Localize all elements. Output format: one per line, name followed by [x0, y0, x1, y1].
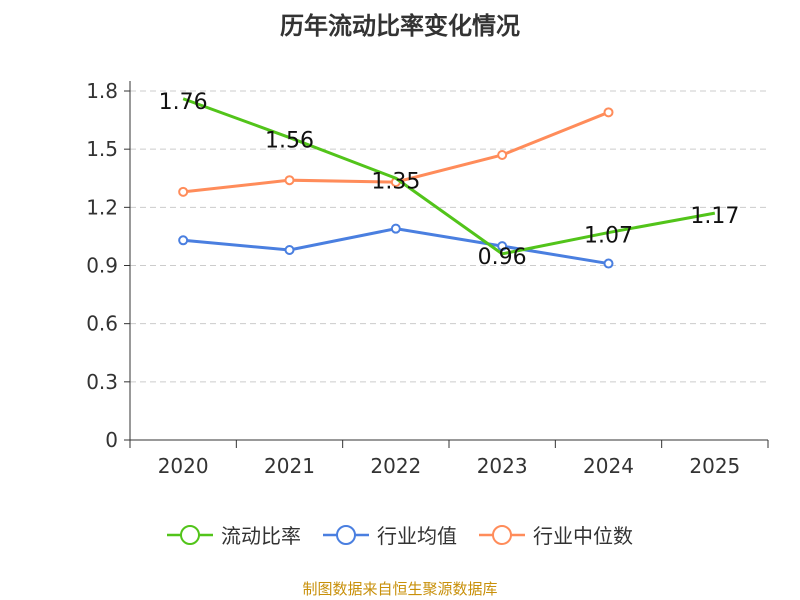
legend-marker-icon [479, 524, 525, 545]
data-label: 0.96 [478, 245, 527, 270]
legend-marker-icon [167, 524, 213, 545]
data-label: 1.17 [690, 204, 739, 229]
y-tick-label: 1.2 [86, 195, 118, 219]
legend-label: 流动比率 [221, 524, 301, 548]
chart-title: 历年流动比率变化情况 [280, 12, 520, 40]
data-point [284, 175, 295, 186]
x-tick-label: 2024 [583, 454, 634, 478]
legend-item-industry-median[interactable]: 行业中位数 [479, 520, 633, 549]
x-tick-label: 2023 [477, 454, 528, 478]
data-point [178, 235, 189, 246]
x-tick-label: 2022 [370, 454, 421, 478]
y-tick-label: 1.5 [86, 137, 118, 161]
data-point [284, 244, 295, 255]
series-line [182, 97, 716, 256]
y-tick-label: 0.9 [86, 254, 118, 278]
data-point [390, 223, 401, 234]
data-source-note: 制图数据来自恒生聚源数据库 [302, 580, 498, 598]
y-tick-label: 0.3 [86, 370, 118, 394]
legend-label: 行业均值 [377, 524, 457, 548]
legend-label: 行业中位数 [533, 524, 633, 548]
data-label: 1.76 [159, 90, 208, 115]
x-tick-label: 2021 [264, 454, 315, 478]
y-tick-label: 0.6 [86, 312, 118, 336]
data-point [178, 186, 189, 197]
data-point [603, 258, 614, 269]
data-point [603, 107, 614, 118]
legend-item-industry-mean[interactable]: 行业均值 [323, 520, 457, 549]
x-tick-label: 2020 [158, 454, 209, 478]
data-point [497, 241, 508, 252]
x-tick-label: 2025 [689, 454, 740, 478]
y-tick-label: 0 [105, 428, 118, 452]
data-point [497, 149, 508, 160]
legend: 流动比率 行业均值 行业中位数 [0, 520, 800, 549]
data-label: 1.56 [265, 129, 314, 154]
data-label: 1.07 [584, 224, 633, 249]
legend-item-current-ratio[interactable]: 流动比率 [167, 520, 301, 549]
y-tick-label: 1.8 [86, 79, 118, 103]
legend-marker-icon [323, 524, 369, 545]
data-label: 1.35 [371, 169, 420, 194]
